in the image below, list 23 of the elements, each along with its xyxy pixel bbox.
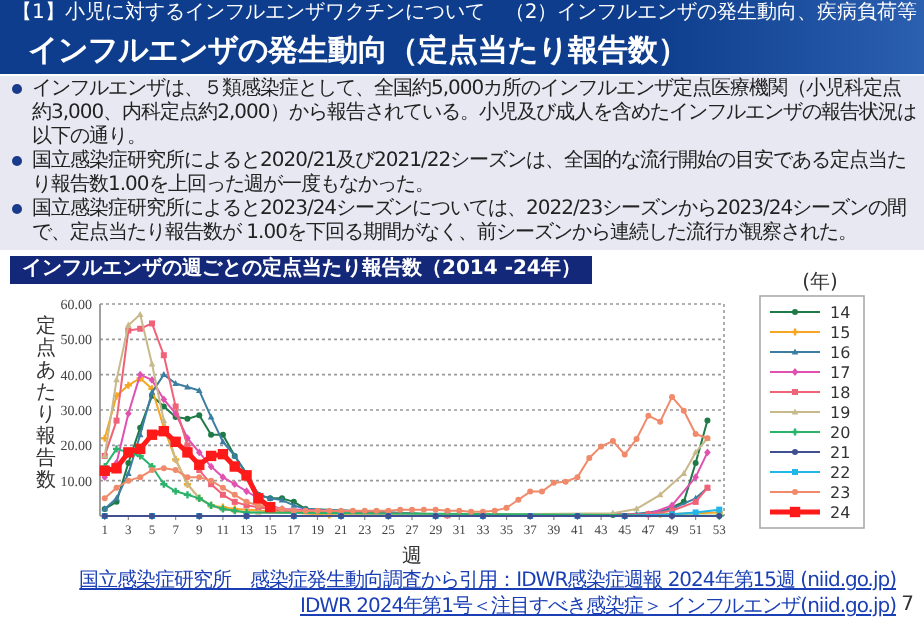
legend-label: 16	[830, 344, 851, 362]
legend-title: (年)	[802, 270, 838, 294]
x-axis-title: 週	[402, 546, 422, 568]
chart-subtitle: インフルエンザの週ごとの定点当たり報告数（2014 -24年）	[10, 256, 593, 284]
legend-label: 17	[830, 364, 851, 382]
text: 7	[901, 594, 914, 618]
legend-label: 14	[830, 304, 851, 322]
legend-label: 23	[830, 484, 851, 502]
chart-title: インフルエンザの発生動向（定点当たり報告数）	[28, 32, 688, 70]
legend-label: 18	[830, 384, 851, 402]
text: 国立感染症研究所 感染症発生動向調査から引用：IDWR感染症週報 2024年第15週 (niid.go.jp)	[79, 570, 896, 594]
text: 国立感染症研究所によると2020/21及び2021/22シーズンは、全国的な流行開始の目安である定点当たり報告数1.00を上回った週が一度もなかった。	[32, 150, 907, 196]
text: インフルエンザは、５類感染症として、全国約5,000カ所のインフルエンザ定点医療機関（小児科定点約3,000、内科定点約2,000）から報告されている。小児及び成人を含めたインフルエンザの報告状況は以下の通り。	[32, 78, 916, 148]
legend-label: 15	[830, 324, 851, 342]
legend-label: 22	[830, 464, 851, 482]
legend-label: 24	[830, 504, 851, 522]
text: 【1】小児に対するインフルエンザワクチンについて （2）インフルエンザの発生動向、疾病負荷等	[12, 2, 918, 26]
text: IDWR 2024年第1号＜注目すべき感染症＞ インフルエンザ(niid.go.jp)	[300, 596, 896, 620]
y-axis-title: 定点あたり報告数	[36, 314, 56, 492]
legend-label: 19	[830, 404, 851, 422]
text: 国立感染症研究所によると2023/24シーズンについては、2022/23シーズンから2023/24シーズンの間で、定点当たり報告数が 1.00を下回る期間がなく、前シーズンから連続した流行が観察された。	[32, 198, 907, 244]
legend-label: 21	[830, 444, 851, 462]
legend-label: 20	[830, 424, 851, 442]
